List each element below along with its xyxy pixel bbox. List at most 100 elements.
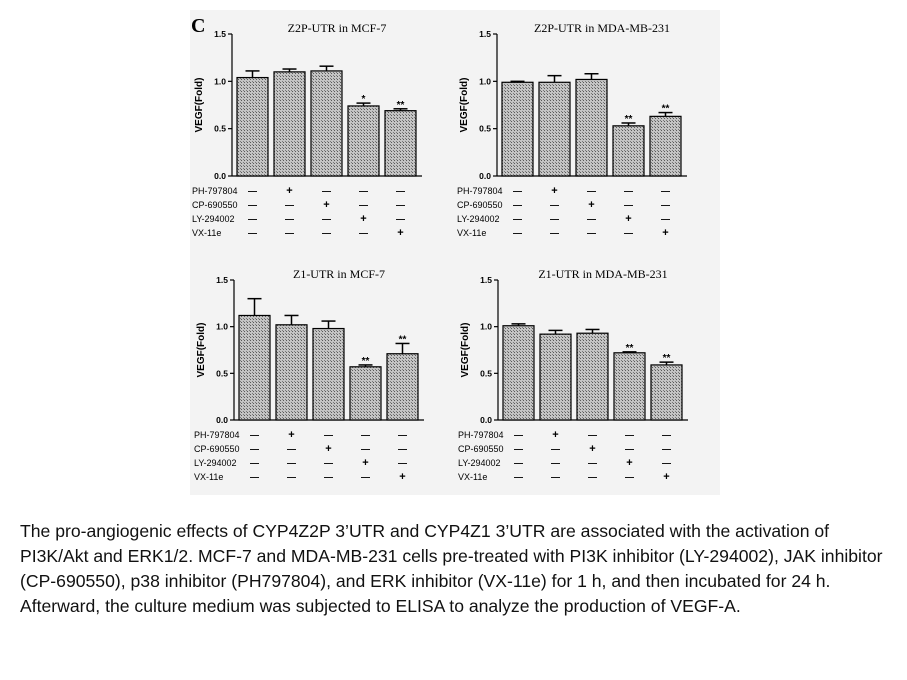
bar bbox=[612, 125, 645, 177]
figure-svg: C Z2P-UTR in MCF-7 VEGF(Fold) 0.0 0.5 1.0 1.5… bbox=[191, 15, 688, 483]
significance-mark: ** bbox=[626, 343, 634, 354]
treatment-label: PH-797804 bbox=[194, 430, 240, 440]
treatment-sign: — bbox=[661, 186, 670, 196]
treatment-sign: — bbox=[661, 214, 670, 224]
treatment-sign: — bbox=[248, 214, 257, 224]
treatment-sign: — bbox=[550, 214, 559, 224]
treatment-sign: + bbox=[663, 471, 669, 483]
y-tick-label: 1.0 bbox=[480, 322, 492, 332]
treatment-sign: + bbox=[288, 429, 294, 441]
figure-panel: C Z2P-UTR in MCF-7 VEGF(Fold) 0.0 0.5 1.0 1.5… bbox=[190, 10, 720, 495]
treatment-label: PH-797804 bbox=[457, 186, 503, 196]
treatment-sign: — bbox=[359, 228, 368, 238]
bar bbox=[310, 70, 343, 177]
treatment-sign: — bbox=[359, 200, 368, 210]
bar bbox=[349, 366, 382, 421]
treatment-sign: + bbox=[325, 443, 331, 455]
treatment-label: CP-690550 bbox=[194, 444, 240, 454]
y-tick-label: 1.5 bbox=[479, 29, 491, 39]
treatment-label: CP-690550 bbox=[458, 444, 504, 454]
treatment-sign: — bbox=[587, 214, 596, 224]
treatment-label: VX-11e bbox=[192, 228, 221, 238]
treatment-sign: — bbox=[250, 458, 259, 468]
treatment-sign: + bbox=[588, 199, 594, 211]
bar bbox=[575, 78, 608, 177]
treatment-sign: + bbox=[589, 443, 595, 455]
treatment-sign: — bbox=[625, 472, 634, 482]
significance-mark: ** bbox=[662, 104, 670, 115]
y-tick-label: 0.5 bbox=[216, 368, 228, 378]
treatment-sign: — bbox=[398, 444, 407, 454]
chart-2: Z2P-UTR in MDA-MB-231 VEGF(Fold) 0.0 0.5 1.0… bbox=[457, 21, 687, 239]
treatment-sign: — bbox=[322, 214, 331, 224]
treatment-sign: + bbox=[625, 213, 631, 225]
y-tick-label: 0.5 bbox=[479, 124, 491, 134]
treatment-sign: — bbox=[322, 186, 331, 196]
y-tick-label: 0.0 bbox=[480, 415, 492, 425]
significance-mark: ** bbox=[362, 356, 370, 367]
treatment-sign: — bbox=[285, 200, 294, 210]
y-axis-label: VEGF(Fold) bbox=[196, 323, 207, 378]
chart-title: Z2P-UTR in MCF-7 bbox=[288, 21, 387, 35]
y-tick-label: 0.5 bbox=[214, 124, 226, 134]
treatment-sign: — bbox=[248, 186, 257, 196]
treatment-sign: + bbox=[362, 457, 368, 469]
treatment-sign: — bbox=[624, 186, 633, 196]
y-axis-label: VEGF(Fold) bbox=[194, 78, 205, 133]
bar bbox=[502, 325, 535, 421]
treatment-label: VX-11e bbox=[457, 228, 486, 238]
treatment-sign: — bbox=[285, 214, 294, 224]
treatment-sign: — bbox=[398, 458, 407, 468]
y-tick-label: 1.0 bbox=[214, 76, 226, 86]
y-tick-label: 0.0 bbox=[216, 415, 228, 425]
y-tick-label: 1.5 bbox=[216, 275, 228, 285]
treatment-label: LY-294002 bbox=[192, 214, 235, 224]
treatment-sign: — bbox=[248, 228, 257, 238]
y-tick-label: 0.0 bbox=[214, 171, 226, 181]
y-axis-label: VEGF(Fold) bbox=[460, 323, 471, 378]
treatment-sign: — bbox=[588, 458, 597, 468]
treatment-sign: — bbox=[625, 444, 634, 454]
treatment-sign: — bbox=[587, 228, 596, 238]
treatment-label: PH-797804 bbox=[458, 430, 504, 440]
treatment-sign: — bbox=[285, 228, 294, 238]
treatment-sign: — bbox=[550, 228, 559, 238]
y-axis-label: VEGF(Fold) bbox=[459, 78, 470, 133]
significance-mark: ** bbox=[399, 334, 407, 345]
bar bbox=[386, 353, 419, 421]
treatment-sign: — bbox=[248, 200, 257, 210]
treatment-sign: — bbox=[359, 186, 368, 196]
treatment-sign: — bbox=[513, 228, 522, 238]
chart-3: Z1-UTR in MCF-7 VEGF(Fold) 0.0 0.5 1.0 1.5 ** *… bbox=[194, 267, 424, 483]
figure-caption: The pro-angiogenic effects of CYP4Z2P 3’… bbox=[20, 521, 883, 616]
treatment-sign: — bbox=[287, 458, 296, 468]
significance-mark: * bbox=[362, 94, 366, 105]
treatment-label: PH-797804 bbox=[192, 186, 238, 196]
chart-title: Z2P-UTR in MDA-MB-231 bbox=[534, 21, 670, 35]
treatment-sign: — bbox=[514, 458, 523, 468]
bar bbox=[576, 332, 609, 421]
treatment-sign: — bbox=[322, 228, 331, 238]
bar bbox=[613, 352, 646, 421]
treatment-sign: + bbox=[399, 471, 405, 483]
treatment-sign: — bbox=[514, 444, 523, 454]
treatment-sign: + bbox=[551, 185, 557, 197]
treatment-sign: — bbox=[587, 186, 596, 196]
treatment-sign: + bbox=[360, 213, 366, 225]
treatment-sign: — bbox=[250, 472, 259, 482]
treatment-sign: — bbox=[662, 444, 671, 454]
treatment-label: VX-11e bbox=[194, 472, 223, 482]
bar bbox=[236, 76, 269, 177]
chart-title: Z1-UTR in MCF-7 bbox=[293, 267, 385, 281]
treatment-sign: + bbox=[323, 199, 329, 211]
bar bbox=[649, 115, 682, 177]
charts-layer: Z2P-UTR in MCF-7VEGF(Fold)0.00.51.01.5**… bbox=[192, 21, 688, 483]
treatment-sign: — bbox=[324, 430, 333, 440]
treatment-sign: — bbox=[324, 458, 333, 468]
bar bbox=[312, 327, 345, 421]
significance-mark: ** bbox=[397, 100, 405, 111]
treatment-sign: — bbox=[396, 214, 405, 224]
treatment-sign: — bbox=[551, 472, 560, 482]
treatment-sign: — bbox=[361, 444, 370, 454]
treatment-sign: — bbox=[361, 430, 370, 440]
